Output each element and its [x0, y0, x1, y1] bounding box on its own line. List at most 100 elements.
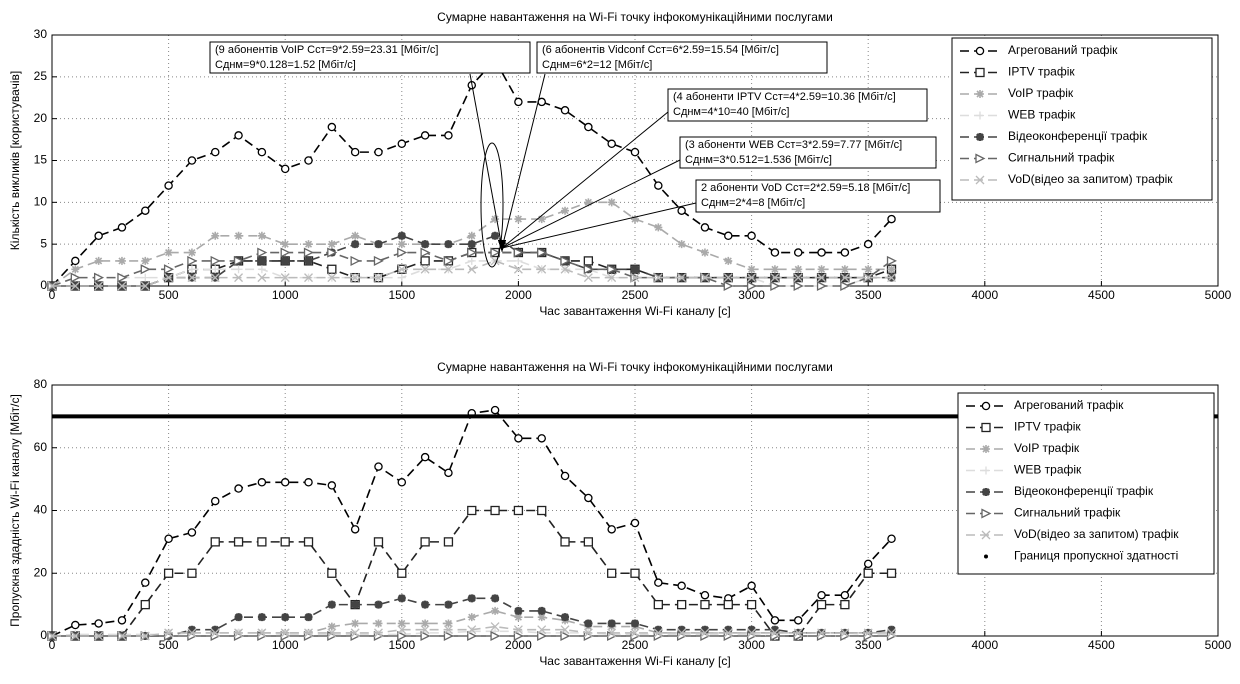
- marker: [117, 281, 127, 291]
- marker: [140, 281, 150, 291]
- marker: [537, 606, 546, 615]
- marker: [583, 256, 594, 266]
- chart-title: Сумарне навантаження на Wi-Fi точку інфо…: [437, 10, 833, 24]
- marker: [886, 568, 897, 578]
- marker: [350, 147, 360, 157]
- marker: [421, 240, 430, 249]
- x-tick-label: 2500: [622, 288, 649, 302]
- marker: [374, 240, 383, 249]
- marker: [840, 265, 849, 274]
- marker: [981, 508, 992, 519]
- marker: [816, 280, 828, 292]
- marker: [94, 256, 103, 265]
- marker: [327, 628, 337, 638]
- marker: [700, 599, 710, 610]
- marker: [864, 265, 873, 274]
- marker: [350, 273, 360, 283]
- marker: [583, 264, 594, 275]
- x-tick-label: 3000: [738, 638, 765, 652]
- x-tick-label: 1500: [388, 638, 415, 652]
- marker: [117, 616, 127, 625]
- marker: [141, 206, 150, 215]
- marker: [420, 452, 430, 462]
- marker: [975, 175, 985, 185]
- marker: [211, 625, 220, 634]
- marker: [233, 537, 244, 547]
- marker: [630, 518, 640, 528]
- marker: [560, 625, 570, 635]
- marker: [630, 147, 640, 157]
- marker: [514, 606, 523, 615]
- marker: [975, 67, 985, 78]
- marker: [420, 247, 431, 258]
- marker: [351, 240, 360, 249]
- marker: [420, 537, 430, 547]
- marker: [676, 599, 687, 610]
- marker: [700, 248, 709, 257]
- marker: [47, 281, 57, 291]
- marker: [513, 247, 524, 258]
- marker: [514, 256, 523, 265]
- marker: [677, 240, 686, 249]
- legend-label: Границя пропускної здатності: [1014, 549, 1178, 563]
- marker: [817, 590, 826, 600]
- marker: [443, 255, 454, 266]
- marker: [840, 273, 850, 283]
- marker: [723, 280, 734, 292]
- x-tick-label: 0: [49, 288, 56, 302]
- marker: [234, 265, 243, 274]
- marker: [257, 265, 266, 274]
- marker: [631, 215, 639, 224]
- marker: [677, 206, 686, 215]
- marker: [304, 240, 313, 249]
- marker: [280, 478, 290, 487]
- marker: [397, 568, 407, 578]
- annotation-text: (3 абоненти WEB Ccт=3*2.59=7.77 [Мбіт/с]: [685, 139, 902, 151]
- marker: [770, 265, 779, 274]
- marker: [863, 568, 873, 578]
- marker: [513, 264, 523, 274]
- x-tick-label: 3500: [855, 288, 882, 302]
- y-tick-label: 30: [34, 27, 48, 41]
- marker: [490, 622, 500, 632]
- y-tick-label: 40: [34, 503, 48, 517]
- annotation-arrow: [501, 73, 546, 249]
- marker: [491, 231, 500, 240]
- marker: [607, 628, 617, 638]
- marker: [211, 265, 220, 274]
- x-tick-label: 500: [159, 288, 179, 302]
- marker: [374, 600, 383, 609]
- marker: [350, 628, 360, 638]
- annotation-text: (4 абоненти IPTV Ccт=4*2.59=10.36 [Мбіт/…: [673, 91, 896, 103]
- marker: [233, 255, 245, 266]
- marker: [975, 46, 985, 56]
- marker: [210, 628, 220, 638]
- marker: [421, 619, 430, 628]
- arrow-head: [498, 240, 506, 252]
- marker: [982, 445, 990, 453]
- marker: [514, 97, 523, 107]
- marker: [560, 264, 570, 274]
- marker: [374, 628, 383, 638]
- marker: [747, 628, 757, 638]
- marker: [630, 628, 640, 638]
- marker: [327, 568, 337, 578]
- marker: [677, 581, 686, 591]
- marker: [560, 537, 570, 547]
- marker: [234, 613, 243, 622]
- marker: [94, 619, 103, 628]
- x-tick-label: 3000: [738, 288, 765, 302]
- marker: [560, 255, 571, 266]
- marker: [467, 231, 476, 240]
- marker: [281, 613, 290, 622]
- marker: [420, 630, 431, 642]
- marker: [117, 256, 126, 265]
- marker: [887, 265, 896, 274]
- marker: [793, 248, 803, 257]
- y-tick-label: 20: [34, 111, 48, 125]
- marker: [140, 599, 150, 610]
- y-tick-label: 80: [34, 377, 48, 391]
- marker: [700, 223, 710, 232]
- marker: [117, 272, 128, 283]
- marker: [303, 537, 314, 547]
